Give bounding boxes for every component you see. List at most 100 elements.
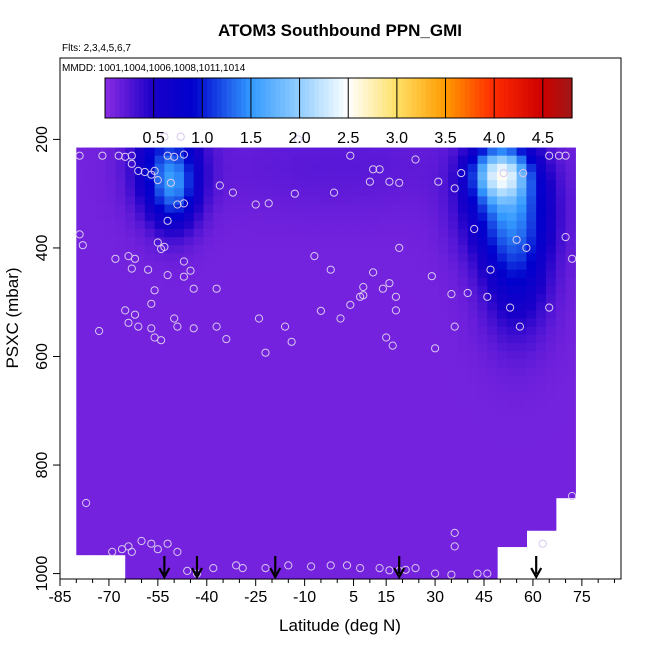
heatmap-cell (526, 432, 537, 442)
heatmap-cell (232, 383, 244, 393)
colorbar-segment (148, 78, 155, 118)
heatmap-cell (555, 310, 567, 320)
colorbar-segment (440, 78, 447, 118)
heatmap-cell (232, 408, 244, 417)
flights-subtitle: Flts: 2,3,4,5,6,7 (62, 43, 131, 54)
heatmap-cell (487, 342, 498, 352)
heatmap-cell (555, 473, 567, 482)
heatmap-cell (389, 473, 400, 482)
heatmap-cell (135, 391, 146, 401)
heatmap-cell (135, 554, 146, 564)
heatmap-cell (320, 261, 332, 271)
heatmap-cell (213, 375, 224, 385)
heatmap-cell (389, 538, 400, 548)
heatmap-cell (232, 253, 244, 263)
heatmap-cell (144, 367, 156, 377)
heatmap-cell (408, 570, 420, 580)
heatmap-cell (193, 359, 205, 368)
heatmap-cell (174, 245, 185, 254)
heatmap-cell (144, 489, 156, 499)
heatmap-cell (144, 318, 156, 328)
heatmap-cell (193, 530, 205, 539)
heatmap-cell (115, 416, 126, 425)
sample-point (483, 292, 492, 301)
heatmap-cell (418, 489, 430, 499)
heatmap-cell (174, 196, 185, 206)
heatmap-cell (76, 538, 87, 548)
heatmap-cell (408, 285, 420, 295)
heatmap-cell (330, 481, 342, 491)
heatmap-cell (311, 448, 322, 458)
heatmap-cell (360, 253, 371, 263)
heatmap-cell (526, 237, 537, 246)
heatmap-cell (389, 497, 400, 507)
heatmap-cell (213, 465, 224, 474)
heatmap-cell (418, 375, 430, 385)
colorbar-segment (265, 78, 271, 118)
heatmap-cell (477, 408, 488, 417)
heatmap-cell (252, 424, 263, 434)
heatmap-cell (545, 318, 557, 328)
heatmap-cell (526, 497, 537, 507)
heatmap-cell (213, 538, 224, 548)
heatmap-cell (135, 489, 146, 499)
heatmap-cell (555, 212, 567, 222)
heatmap-cell (86, 237, 97, 246)
heatmap-cell (379, 285, 391, 295)
heatmap-cell (164, 155, 175, 165)
heatmap-cell (252, 546, 263, 556)
heatmap-cell (408, 220, 420, 230)
heatmap-cell (262, 285, 273, 295)
heatmap-cell (555, 440, 567, 450)
heatmap-cell (76, 432, 87, 442)
colorbar-segment (241, 78, 247, 118)
heatmap-cell (418, 269, 430, 279)
heatmap-cell (360, 269, 371, 279)
flight-arrow-head (158, 567, 171, 580)
colorbar-segment (143, 78, 150, 118)
heatmap-cell (164, 473, 175, 482)
heatmap-cell (545, 432, 557, 442)
heatmap-cell (526, 285, 537, 295)
sample-point (447, 570, 456, 579)
heatmap-cell (360, 408, 371, 417)
heatmap-cell (203, 530, 214, 539)
heatmap-cell (203, 155, 214, 165)
heatmap-cell (399, 399, 410, 409)
colorbar-segment (114, 78, 121, 118)
heatmap-cell (154, 342, 165, 352)
heatmap-cell (350, 245, 361, 254)
heatmap-cell (536, 245, 547, 254)
heatmap-cell (526, 253, 537, 263)
heatmap-cell (252, 375, 263, 385)
heatmap-cell (242, 261, 254, 271)
heatmap-cell (506, 147, 518, 157)
heatmap-cell (369, 432, 381, 442)
heatmap-cell (223, 294, 234, 303)
colorbar-segment (474, 78, 481, 118)
heatmap-cell (555, 383, 567, 393)
heatmap-cell (399, 530, 410, 539)
heatmap-cell (262, 294, 273, 303)
heatmap-cell (242, 489, 254, 499)
heatmap-cell (467, 546, 479, 556)
heatmap-cell (203, 261, 214, 271)
heatmap-cell (281, 391, 293, 401)
heatmap-cell (262, 497, 273, 507)
heatmap-cell (536, 383, 547, 393)
heatmap-cell (115, 351, 126, 360)
heatmap-cell (242, 554, 254, 564)
heatmap-cell (545, 147, 557, 157)
heatmap-cell (379, 416, 391, 425)
heatmap-cell (125, 538, 136, 548)
heatmap-cell (369, 530, 381, 539)
heatmap-cell (193, 522, 205, 531)
heatmap-cell (497, 188, 508, 197)
heatmap-cell (399, 269, 410, 279)
heatmap-cell (291, 204, 302, 214)
heatmap-cell (379, 424, 391, 434)
heatmap-cell (135, 367, 146, 377)
heatmap-cell (360, 497, 371, 507)
heatmap-cell (144, 408, 156, 417)
heatmap-cell (448, 456, 459, 466)
